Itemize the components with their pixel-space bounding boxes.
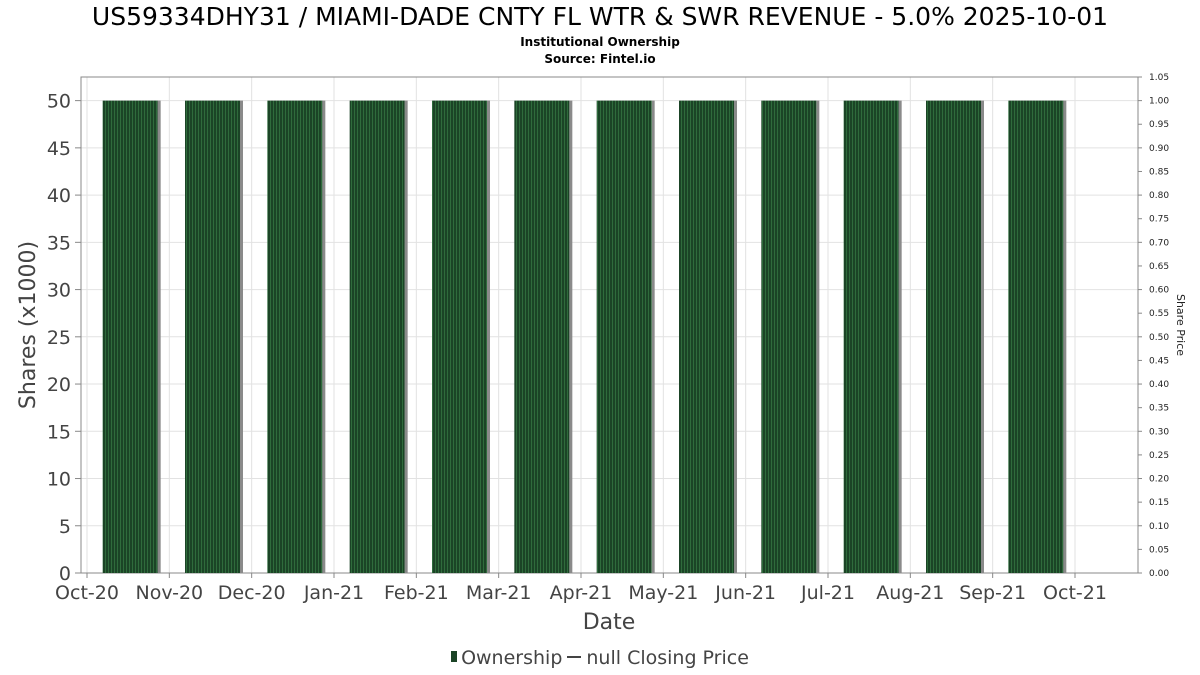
ownership-bar	[514, 100, 570, 573]
y2-tick-label: 0.65	[1149, 262, 1169, 272]
y-axis-left: 0 5 10 15 20 25 30 35 40 45 50	[47, 91, 81, 585]
y2-axis-label: Share Price	[1174, 294, 1187, 356]
x-tick-label: Oct-20	[55, 582, 119, 604]
y2-tick-label: 1.05	[1149, 73, 1169, 83]
y-tick-label: 5	[59, 516, 71, 538]
y2-tick-label: 1.00	[1149, 97, 1169, 107]
bar-shadow	[240, 100, 243, 573]
y-tick-label: 20	[47, 374, 71, 396]
y2-tick-label: 0.60	[1149, 286, 1169, 296]
x-tick-label: Apr-21	[550, 582, 613, 604]
x-tick-label: Feb-21	[384, 582, 449, 604]
y2-tick-label: 0.35	[1149, 404, 1169, 414]
y2-tick-label: 0.25	[1149, 451, 1169, 461]
y2-tick-label: 0.70	[1149, 238, 1169, 248]
y-tick-label: 10	[47, 469, 71, 491]
y2-tick-label: 0.10	[1149, 522, 1169, 532]
y-tick-label: 45	[47, 138, 71, 160]
ownership-bar	[349, 100, 405, 573]
y2-tick-label: 0.00	[1149, 569, 1169, 579]
bar-shadow	[404, 100, 408, 573]
x-tick-label: Jan-21	[303, 582, 364, 604]
ownership-legend-swatch	[451, 651, 458, 662]
x-axis: Oct-20 Nov-20 Dec-20 Jan-21 Feb-21 Mar-21 Apr-…	[55, 573, 1107, 604]
y2-tick-label: 0.30	[1149, 427, 1169, 437]
y-axis-right: 0.00 0.05 0.10 0.15 0.20 0.25 0.30 0.35 0.40 0.45…	[1138, 73, 1169, 579]
bar-shadow	[1063, 100, 1067, 573]
y-tick-label: 40	[47, 185, 71, 207]
y2-tick-label: 0.90	[1149, 144, 1169, 154]
price-legend-swatch	[567, 655, 582, 658]
ownership-bar	[432, 100, 487, 573]
ownership-bar	[843, 100, 899, 573]
x-tick-label: Mar-21	[466, 582, 532, 604]
chart-source: Source: Fintel.io	[544, 52, 656, 66]
y2-tick-label: 0.40	[1149, 380, 1169, 390]
bar-shadow	[322, 100, 326, 573]
ownership-chart: 0 5 10 15 20 25 30 35 40 45 50 0.00 0.05 0.10 0.15 0.2…	[16, 73, 1187, 635]
x-axis-label: Date	[583, 610, 636, 635]
bar-shadow	[898, 100, 902, 573]
bar-shadow	[734, 100, 737, 573]
bar-shadow	[157, 100, 161, 573]
ownership-bar	[185, 100, 240, 573]
legend-price-label: null Closing Price	[586, 647, 749, 669]
bar-shadow	[981, 100, 984, 573]
x-tick-label: May-21	[628, 582, 698, 604]
y-axis-label: Shares (x1000)	[16, 241, 41, 409]
x-tick-label: Jun-21	[714, 582, 776, 604]
ownership-bar	[596, 100, 652, 573]
ownership-bar	[679, 100, 734, 573]
y2-tick-label: 0.95	[1149, 120, 1169, 130]
bar-shadow	[651, 100, 655, 573]
y-tick-label: 50	[47, 91, 71, 113]
chart-title: US59334DHY31 / MIAMI-DADE CNTY FL WTR & …	[91, 2, 1109, 31]
y2-tick-label: 0.85	[1149, 167, 1169, 177]
chart-legend: Ownership null Closing Price	[0, 647, 1200, 669]
ownership-bar	[926, 100, 981, 573]
y2-tick-label: 0.80	[1149, 191, 1169, 201]
ownership-bar	[761, 100, 817, 573]
bars	[102, 100, 1067, 573]
ownership-bar	[102, 100, 158, 573]
bar-shadow	[487, 100, 490, 573]
y2-tick-label: 0.55	[1149, 309, 1169, 319]
y2-tick-label: 0.50	[1149, 333, 1169, 343]
x-tick-label: Dec-20	[218, 582, 286, 604]
bar-shadow	[569, 100, 573, 573]
chart-subtitle: Institutional Ownership	[520, 35, 680, 49]
y-tick-label: 30	[47, 280, 71, 302]
legend-ownership-label: Ownership	[461, 647, 563, 669]
y-tick-label: 15	[47, 421, 71, 443]
x-tick-label: Jul-21	[800, 582, 855, 604]
y-tick-label: 35	[47, 232, 71, 254]
ownership-bar	[267, 100, 323, 573]
x-tick-label: Nov-20	[136, 582, 204, 604]
x-tick-label: Aug-21	[876, 582, 944, 604]
ownership-bar	[1008, 100, 1064, 573]
y-tick-label: 0	[59, 563, 71, 585]
y2-tick-label: 0.05	[1149, 545, 1169, 555]
y2-tick-label: 0.20	[1149, 475, 1169, 485]
x-tick-label: Sep-21	[959, 582, 1026, 604]
y2-tick-label: 0.45	[1149, 356, 1169, 366]
y2-tick-label: 0.75	[1149, 215, 1169, 225]
x-tick-label: Oct-21	[1043, 582, 1107, 604]
y-tick-label: 25	[47, 327, 71, 349]
bar-shadow	[816, 100, 820, 573]
y2-tick-label: 0.15	[1149, 498, 1169, 508]
